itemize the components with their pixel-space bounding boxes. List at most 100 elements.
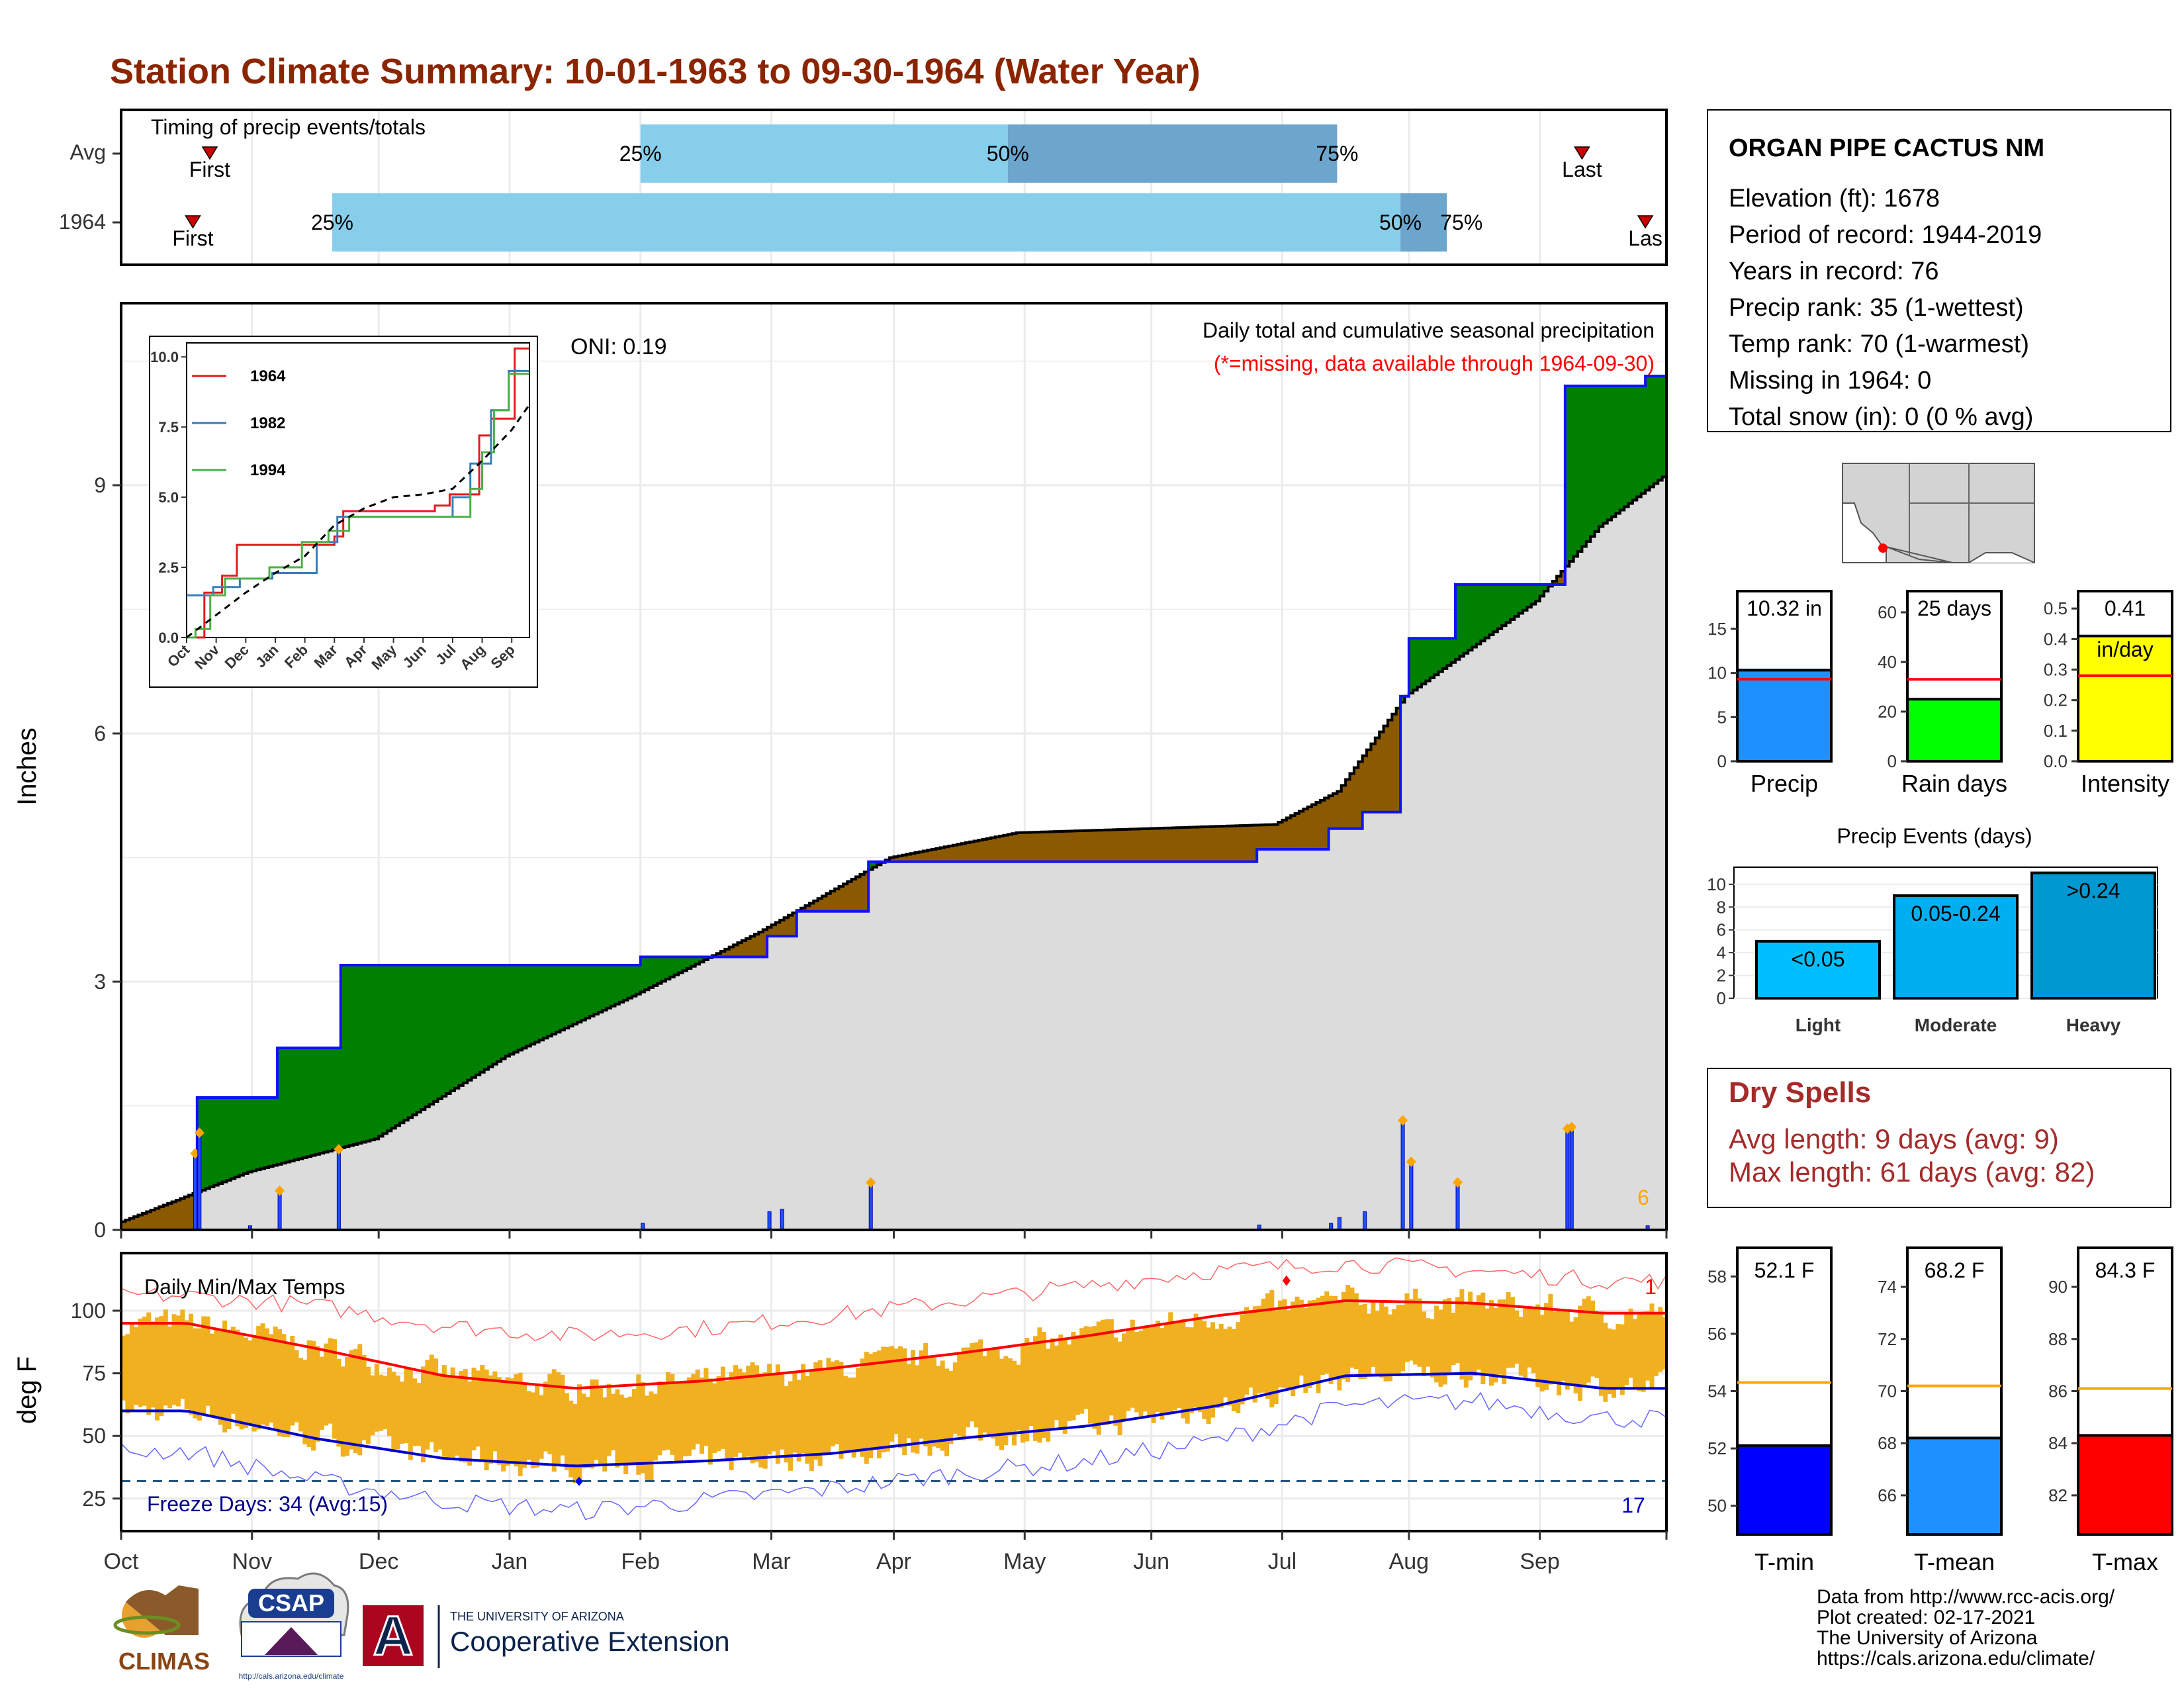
daily-temp-bar xyxy=(1455,1297,1460,1364)
first-event-marker xyxy=(185,215,201,229)
daily-temp-bar xyxy=(1303,1307,1308,1393)
above-normal-area xyxy=(1569,386,1574,561)
daily-temp-bar xyxy=(1278,1300,1283,1387)
daily-temp-bar xyxy=(1231,1329,1236,1411)
above-normal-area xyxy=(484,965,489,1070)
above-normal-area xyxy=(1518,585,1524,614)
daily-temp-bar xyxy=(758,1373,764,1468)
daily-temp-bar xyxy=(691,1374,696,1450)
temp-summary-label: T-max xyxy=(2092,1548,2158,1575)
daily-temp-bar xyxy=(1400,1305,1406,1372)
above-normal-area xyxy=(294,1048,299,1160)
above-normal-area xyxy=(370,965,375,1141)
daily-temp-bar xyxy=(1658,1307,1663,1372)
above-normal-area xyxy=(1582,386,1587,547)
below-normal-area xyxy=(893,857,899,862)
below-normal-area xyxy=(1312,804,1317,849)
month-label: Jan xyxy=(492,1549,528,1574)
below-normal-area xyxy=(1379,731,1385,812)
daily-temp-bar xyxy=(725,1380,730,1462)
daily-temp-bar xyxy=(1408,1299,1414,1361)
below-normal-area xyxy=(175,1200,181,1230)
above-normal-area xyxy=(569,965,574,1027)
daily-temp-bar xyxy=(226,1329,232,1429)
above-normal-area xyxy=(235,1098,240,1177)
above-normal-area xyxy=(577,965,582,1023)
events-y-tick-label: 10 xyxy=(1707,874,1726,894)
daily-temp-bar xyxy=(868,1354,874,1458)
temp-summary-value-bar xyxy=(1906,1436,2003,1536)
above-normal-area xyxy=(1658,376,1663,481)
daily-temp-bar xyxy=(1316,1297,1321,1393)
daily-temp-bar xyxy=(1236,1322,1241,1414)
footer-url: https://cals.arizona.edu/climate/ xyxy=(1817,1648,2095,1669)
events-bar xyxy=(2030,871,2156,1000)
summary-y-tick-label: 0.4 xyxy=(2044,629,2068,649)
daily-temp-bar xyxy=(1332,1295,1338,1380)
above-normal-area xyxy=(450,965,455,1091)
daily-temp-bar xyxy=(146,1312,152,1415)
above-normal-area xyxy=(336,1048,341,1149)
month-label: Feb xyxy=(621,1549,660,1574)
above-normal-area xyxy=(374,965,379,1139)
temp-summary-bars: 52.1 F T-min 50 52 54 56 58 68.2 F T-mean 66 68 70 7… xyxy=(1707,1246,2173,1575)
below-normal-area xyxy=(1083,830,1089,862)
above-normal-area xyxy=(1637,386,1642,497)
above-normal-area xyxy=(429,965,434,1105)
daily-temp-bar xyxy=(1468,1291,1473,1381)
below-normal-area xyxy=(1210,826,1215,862)
station-precip-rank: Precip rank: 35 (1-wettest) xyxy=(1729,294,2024,322)
below-normal-area xyxy=(1016,833,1021,862)
above-normal-area xyxy=(353,965,358,1145)
below-normal-area xyxy=(1396,708,1401,812)
dry-spells-box: Dry Spells Avg length: 9 days (avg: 9) M… xyxy=(1707,1068,2171,1208)
daily-temp-bar xyxy=(446,1378,451,1460)
daily-temp-bar xyxy=(1261,1298,1266,1393)
above-normal-area xyxy=(547,965,553,1037)
below-normal-area xyxy=(167,1203,173,1230)
precip-y-tick-label: 0 xyxy=(94,1218,106,1242)
below-normal-area xyxy=(1341,785,1346,829)
daily-temp-bar xyxy=(273,1326,278,1429)
daily-temp-bar xyxy=(1645,1311,1651,1381)
daily-temp-bar xyxy=(1375,1311,1380,1377)
daily-temp-bar xyxy=(209,1333,214,1417)
quartile-75-label: 75% xyxy=(1316,142,1358,165)
above-normal-area xyxy=(480,965,485,1072)
daily-temp-bar xyxy=(1054,1345,1059,1421)
above-normal-area xyxy=(627,965,633,998)
below-normal-area xyxy=(792,912,797,937)
daily-temp-bar xyxy=(1653,1312,1659,1376)
page-title: Station Climate Summary: 10-01-1963 to 0… xyxy=(110,52,1201,91)
above-normal-area xyxy=(1493,585,1498,632)
daily-temp-bar xyxy=(1160,1327,1165,1420)
daily-temp-bar xyxy=(361,1354,367,1440)
below-normal-area xyxy=(1202,827,1207,862)
csap-logo: CSAP http://cals.arizona.edu/climate xyxy=(239,1572,349,1681)
above-normal-area xyxy=(1578,386,1583,551)
below-normal-area xyxy=(180,1198,185,1230)
daily-temp-bar xyxy=(560,1374,565,1456)
inset-plot-area xyxy=(186,342,530,638)
heavy-precip-marker xyxy=(866,1177,876,1188)
below-normal-area xyxy=(1197,827,1203,862)
daily-temp-bar xyxy=(294,1350,299,1423)
temp-summary-y-tick-label: 84 xyxy=(2048,1433,2068,1453)
daily-temp-bar xyxy=(467,1381,473,1466)
first-event-label: First xyxy=(189,158,230,181)
above-normal-area xyxy=(606,965,612,1008)
daily-temp-bar xyxy=(1598,1313,1604,1396)
daily-temp-bar xyxy=(488,1375,494,1464)
summary-y-tick-label: 0 xyxy=(1717,751,1727,771)
above-normal-area xyxy=(416,965,422,1113)
temp-y-tick-label: 100 xyxy=(71,1299,106,1323)
daily-temp-bar xyxy=(1543,1303,1549,1390)
below-normal-area xyxy=(1248,825,1253,862)
daily-temp-bar xyxy=(328,1338,333,1424)
temp-summary-y-tick-label: 66 xyxy=(1878,1485,1897,1505)
below-normal-area xyxy=(1172,827,1177,862)
above-normal-area xyxy=(290,1048,295,1161)
daily-temp-bar xyxy=(995,1348,1000,1446)
daily-temp-bar xyxy=(214,1329,219,1417)
